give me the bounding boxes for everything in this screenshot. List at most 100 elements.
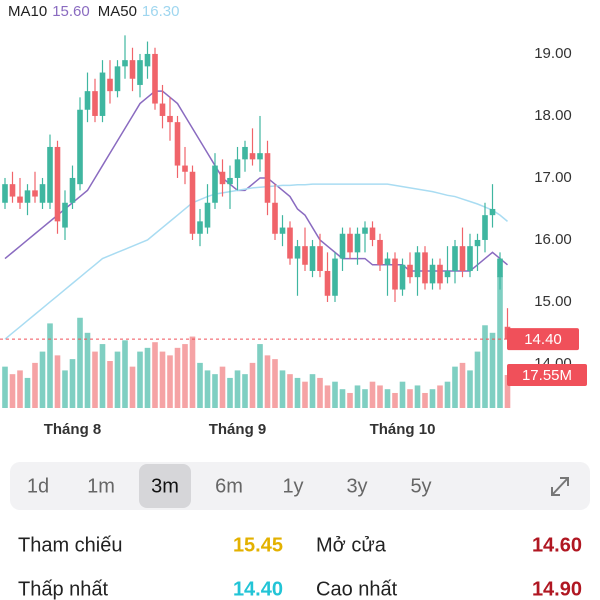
candle-body [234, 159, 241, 178]
volume-bar [212, 374, 218, 408]
range-option[interactable]: 1m [87, 475, 115, 497]
candle-body [332, 258, 338, 296]
candle-body [69, 177, 76, 203]
candle-body [279, 227, 286, 234]
candle-body [197, 221, 203, 234]
volume-bar [384, 389, 391, 408]
y-tick-label: 18.00 [534, 107, 572, 124]
volume-bar [302, 381, 308, 408]
range-option[interactable]: 5y [410, 475, 431, 497]
candle-body [2, 184, 8, 203]
volume-bar [242, 374, 248, 408]
volume-bar [399, 381, 406, 408]
candle-body [362, 227, 368, 234]
volume-bar [77, 317, 83, 408]
volume-bar [437, 385, 443, 408]
candle-body [204, 202, 211, 228]
range-option[interactable]: 1y [282, 475, 303, 497]
volume-bar [309, 374, 316, 408]
volume-bar [99, 344, 106, 408]
volume-bar [489, 332, 496, 408]
last-volume-tag [507, 364, 587, 387]
y-tick-label: 15.00 [534, 293, 572, 310]
y-tick-label: 17.00 [534, 169, 572, 186]
candle-body [257, 153, 263, 160]
volume-bar [9, 374, 16, 408]
candle-body [24, 190, 31, 203]
last-price-tag [507, 328, 579, 351]
stat-label: Tham chiếu [18, 534, 123, 556]
candle-body [99, 72, 106, 116]
volume-bar [159, 351, 166, 408]
candle-body [414, 252, 421, 278]
volume-bar [47, 323, 53, 408]
volume-bar [92, 351, 98, 408]
volume-bar [294, 377, 301, 408]
volume-bar [197, 362, 203, 408]
volume-bar [497, 276, 503, 408]
volume-bar [452, 366, 458, 408]
candle-body [324, 270, 331, 296]
volume-bar [249, 362, 256, 408]
candle-body [287, 227, 293, 259]
volume-bar [354, 385, 361, 408]
candle-body [62, 202, 68, 228]
volume-bar [332, 381, 338, 408]
candle-body [219, 171, 226, 185]
volume-bar [152, 342, 158, 408]
volume-bar [137, 351, 143, 408]
volume-bar [467, 370, 473, 408]
volume-bar [504, 375, 511, 408]
volume-bar [107, 361, 113, 408]
candle-body [459, 246, 466, 271]
candle-body [422, 252, 428, 284]
candle-body [384, 258, 391, 265]
candle-body [369, 227, 376, 240]
stat-label: Thấp nhất [18, 578, 109, 600]
range-option[interactable]: 1d [27, 475, 49, 497]
volume-bar [2, 366, 8, 408]
volume-bar [182, 344, 188, 408]
range-option[interactable]: 6m [215, 475, 243, 497]
volume-bar [392, 392, 398, 408]
stat-label: Cao nhất [316, 578, 398, 600]
candle-body [249, 153, 256, 160]
y-tick-label: 19.00 [534, 45, 572, 62]
volume-bar [444, 381, 451, 408]
candle-body [429, 264, 436, 284]
candle-body [467, 246, 473, 271]
volume-bar [264, 355, 271, 408]
volume-bar [369, 381, 376, 408]
candle-body [399, 264, 406, 290]
volume-bar [62, 370, 68, 408]
legend-value: 16.30 [142, 3, 180, 20]
volume-bar [122, 340, 128, 408]
volume-bar [204, 370, 211, 408]
candle-body [47, 146, 53, 203]
volume-bar [69, 359, 76, 408]
range-option[interactable]: 3y [346, 475, 367, 497]
candle-body [39, 184, 46, 203]
legend-name: MA10 [8, 3, 47, 20]
expand-icon[interactable] [551, 477, 569, 496]
volume-bar [54, 355, 61, 408]
candle-body [347, 233, 353, 253]
range-selected[interactable] [139, 464, 191, 508]
candle-body [9, 184, 16, 197]
candle-body [339, 233, 346, 259]
candle-body [159, 103, 166, 116]
volume-bar [407, 389, 413, 408]
candle-body [129, 60, 136, 79]
volume-bar [234, 370, 241, 408]
volume-bar [414, 385, 421, 408]
legend-name: MA50 [98, 3, 137, 20]
volume-bar [227, 377, 233, 408]
candle-body [137, 60, 143, 85]
candle-body [54, 146, 61, 222]
candle-body [152, 53, 158, 104]
volume-bar [317, 377, 323, 408]
volume-bar [114, 351, 121, 408]
candle-body [264, 153, 271, 203]
range-option[interactable]: 3m [151, 475, 179, 497]
